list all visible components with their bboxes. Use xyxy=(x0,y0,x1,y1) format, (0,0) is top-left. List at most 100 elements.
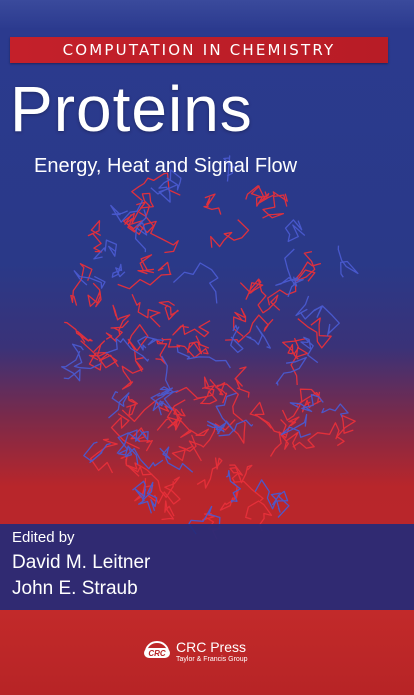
molecule-bond-chain xyxy=(276,490,290,518)
molecule-bond-chain xyxy=(163,338,209,359)
molecule-bond-chain xyxy=(313,305,340,337)
bottom-area xyxy=(0,610,414,695)
molecule-bond-chain xyxy=(131,172,181,201)
molecule-bond-chain xyxy=(215,392,237,437)
molecule-bond-chain xyxy=(64,321,93,343)
molecule-bond-chain xyxy=(142,481,158,512)
molecule-bond-chain xyxy=(206,419,254,432)
molecule-bond-chain xyxy=(134,209,148,253)
molecule-bond-chain xyxy=(225,314,274,343)
crc-press-logo: CRC xyxy=(144,641,170,658)
molecule-bond-chain xyxy=(233,307,247,337)
molecule-bond-chain xyxy=(297,317,332,349)
molecule-bond-chain xyxy=(282,337,307,360)
publisher-text: CRC Press Taylor & Francis Group xyxy=(176,639,248,664)
molecule-bond-chain xyxy=(300,336,319,364)
molecule-bond-chain xyxy=(219,481,240,511)
series-title: COMPUTATION IN CHEMISTRY xyxy=(62,41,336,59)
molecule-bond-chain xyxy=(105,338,150,362)
molecule-bond-chain xyxy=(337,245,359,278)
molecule-bond-chain xyxy=(239,278,264,300)
molecule-bond-chain xyxy=(155,337,168,365)
molecule-bond-chain xyxy=(126,462,174,498)
molecule-bond-chain xyxy=(275,356,307,386)
molecule-bond-chain xyxy=(161,500,175,521)
molecule-bond-chain xyxy=(279,418,299,450)
molecule-bond-chain xyxy=(128,220,179,254)
molecule-bond-chain xyxy=(154,476,181,505)
crc-logo-text: CRC xyxy=(148,649,166,658)
molecule-bond-chain xyxy=(61,350,81,382)
molecule-bond-chain xyxy=(225,469,241,503)
molecule-bond-chain xyxy=(281,388,321,421)
molecule-bond-chain xyxy=(223,155,237,182)
molecule-bond-chain xyxy=(336,414,356,447)
molecule-bond-chain xyxy=(230,324,244,354)
molecule-bond-chain xyxy=(83,441,111,464)
molecule-bond-chain xyxy=(73,270,106,289)
editor-band xyxy=(0,524,414,610)
molecule-bond-chain xyxy=(207,420,226,435)
molecule-bond-chain xyxy=(105,320,129,343)
molecule-bond-chain xyxy=(126,395,138,417)
molecule-bond-chain xyxy=(87,220,103,253)
molecule-bond-chain xyxy=(93,340,119,369)
molecule-bond-chain xyxy=(216,383,246,444)
molecule-bond-chain xyxy=(150,387,174,412)
molecule-bond-chain xyxy=(137,254,155,275)
edited-by-label: Edited by xyxy=(12,529,75,546)
molecule-bond-chain xyxy=(250,185,270,207)
molecule-bond-chain xyxy=(257,279,281,314)
molecule-bond-chain xyxy=(150,177,178,203)
molecule-bond-chain xyxy=(246,325,271,349)
molecule-bond-chain xyxy=(93,239,118,260)
publisher-group: Taylor & Francis Group xyxy=(176,655,248,663)
molecule-bond-chain xyxy=(159,446,194,473)
molecule-bond-chain xyxy=(295,295,324,320)
molecule-bond-chain xyxy=(284,248,304,287)
molecule-bond-chain xyxy=(120,455,153,476)
protein-molecule-illustration xyxy=(61,155,359,540)
molecule-bond-chain xyxy=(131,293,161,328)
molecule-bond-chain xyxy=(289,393,324,413)
molecule-bond-chain xyxy=(210,219,250,248)
molecule-bond-chain xyxy=(108,391,130,419)
molecule-bond-chain xyxy=(284,219,306,243)
molecule-bond-chain xyxy=(321,403,349,418)
molecule-bond-chain xyxy=(158,169,182,191)
molecule-bond-chain xyxy=(87,282,102,308)
molecule-bond-chain xyxy=(111,263,126,278)
molecule-bond-chain xyxy=(137,336,164,351)
molecule-bond-chain xyxy=(229,464,253,484)
molecule-bond-chain xyxy=(245,185,288,202)
molecule-bond-chain xyxy=(117,261,172,290)
molecule-bond-chain xyxy=(166,399,186,429)
molecule-bond-chain xyxy=(188,419,236,462)
molecule-bond-chain xyxy=(203,193,222,215)
molecule-bond-chain xyxy=(132,480,153,514)
molecule-bond-chain xyxy=(89,438,118,474)
molecule-bond-chain xyxy=(124,445,164,470)
molecule-bond-chain xyxy=(112,304,131,336)
book-subtitle: Energy, Heat and Signal Flow xyxy=(34,155,298,177)
molecule-bond-chain xyxy=(209,378,228,404)
molecule-bond-chain xyxy=(70,263,93,306)
publisher-name: CRC Press xyxy=(176,638,247,655)
series-band: COMPUTATION IN CHEMISTRY xyxy=(10,37,388,63)
publisher-mark: CRC CRC Press Taylor & Francis Group xyxy=(142,638,248,664)
editor-name: David M. Leitner xyxy=(12,552,151,573)
molecule-bond-chain xyxy=(176,347,231,369)
molecule-bond-chain xyxy=(174,419,210,438)
molecule-bond-chain xyxy=(188,505,221,535)
molecule-bond-chain xyxy=(172,262,219,304)
molecule-bond-chain xyxy=(71,343,102,370)
molecule-bond-chain xyxy=(187,335,210,355)
molecule-bond-chain xyxy=(296,250,316,282)
molecule-bond-chain xyxy=(156,408,186,431)
molecule-bond-chain xyxy=(117,432,141,465)
molecule-bond-chain xyxy=(229,464,264,502)
molecule-bond-chain xyxy=(172,320,211,338)
molecule-bond-chain xyxy=(80,340,108,371)
molecule-bond-chain xyxy=(254,479,282,510)
